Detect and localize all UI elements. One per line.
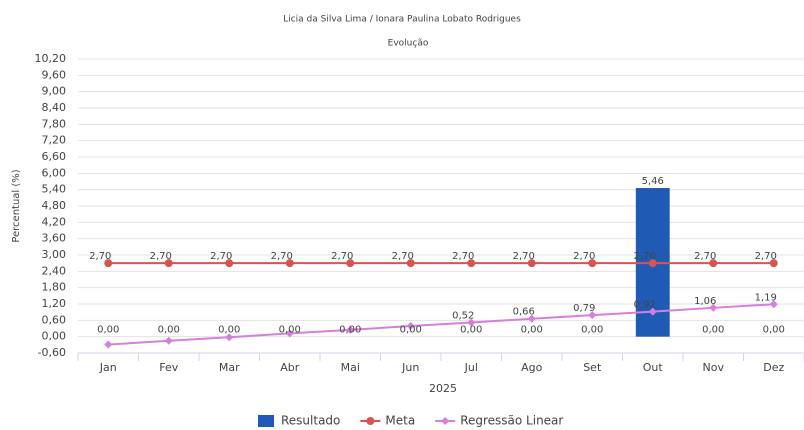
point bbox=[769, 300, 778, 309]
data-label: 0,00 bbox=[521, 325, 543, 336]
point bbox=[588, 259, 597, 268]
point bbox=[285, 329, 294, 338]
y-axis-title: Percentual (%) bbox=[11, 169, 22, 242]
point bbox=[769, 259, 778, 268]
y-tick-label: 6,00 bbox=[42, 166, 67, 179]
point bbox=[406, 322, 415, 331]
x-tick-label: Set bbox=[583, 361, 602, 374]
y-tick-label: -0,60 bbox=[38, 346, 66, 359]
y-tick-label: 7,20 bbox=[42, 134, 67, 147]
y-tick-label: 4,80 bbox=[42, 199, 67, 212]
y-tick-label: 1,20 bbox=[42, 297, 67, 310]
x-tick-label: Jul bbox=[464, 361, 478, 374]
data-label: 0,00 bbox=[279, 325, 301, 336]
x-tick-label: Mai bbox=[341, 361, 360, 374]
y-tick-label: 9,60 bbox=[42, 68, 67, 81]
x-axis-title: 2025 bbox=[429, 382, 457, 395]
data-label: 2,70 bbox=[513, 251, 535, 262]
point bbox=[709, 303, 718, 312]
x-tick-label: Fev bbox=[159, 361, 178, 374]
data-label: 5,46 bbox=[642, 176, 664, 187]
y-tick-label: 0,00 bbox=[42, 330, 67, 343]
point bbox=[225, 259, 234, 268]
x-tick-label: Mar bbox=[219, 361, 240, 374]
series-line bbox=[108, 303, 774, 346]
data-label: 0,00 bbox=[581, 325, 603, 336]
point bbox=[346, 325, 355, 334]
x-tick-label: Jan bbox=[99, 361, 117, 374]
data-label: 0,52 bbox=[452, 311, 474, 322]
data-label: 0,00 bbox=[339, 325, 361, 336]
y-tick-label: 6,60 bbox=[42, 150, 67, 163]
y-tick-label: 4,20 bbox=[42, 215, 67, 228]
legend-label: Meta bbox=[385, 414, 415, 428]
point bbox=[648, 307, 657, 316]
point bbox=[225, 333, 234, 342]
data-label: 0,00 bbox=[218, 325, 240, 336]
data-label: 2,70 bbox=[392, 251, 414, 262]
point bbox=[648, 259, 657, 268]
y-tick-label: 7,80 bbox=[42, 117, 67, 130]
data-label: 0,00 bbox=[702, 325, 724, 336]
point bbox=[709, 259, 718, 268]
data-label: 2,70 bbox=[210, 251, 232, 262]
x-tick-label: Abr bbox=[280, 361, 300, 374]
point bbox=[104, 259, 113, 268]
point bbox=[104, 340, 113, 349]
data-label: 2,70 bbox=[452, 251, 474, 262]
chart-title: Evolução bbox=[388, 39, 429, 49]
y-tick-label: 8,40 bbox=[42, 101, 67, 114]
data-label: 2,70 bbox=[634, 251, 656, 262]
data-label: 0,00 bbox=[763, 325, 785, 336]
legend-label: Regressão Linear bbox=[460, 414, 563, 428]
data-label: 2,70 bbox=[573, 251, 595, 262]
y-tick-label: 3,00 bbox=[42, 248, 67, 261]
legend-swatch bbox=[258, 415, 274, 427]
x-tick-label: Nov bbox=[703, 361, 725, 374]
data-label: 0,79 bbox=[573, 303, 595, 314]
y-tick-label: 10,20 bbox=[35, 52, 67, 65]
chart-subtitle: Licia da Silva Lima / Ionara Paulina Lob… bbox=[283, 15, 521, 25]
point bbox=[588, 311, 597, 320]
y-tick-label: 2,40 bbox=[42, 264, 67, 277]
point bbox=[164, 336, 173, 345]
data-label: 0,00 bbox=[460, 325, 482, 336]
legend-marker bbox=[366, 417, 375, 425]
data-label: 1,06 bbox=[694, 296, 716, 307]
y-tick-label: 0,60 bbox=[42, 313, 67, 326]
data-label: 0,00 bbox=[97, 325, 119, 336]
data-label: 0,00 bbox=[158, 325, 180, 336]
point bbox=[406, 259, 415, 268]
y-tick-label: 5,40 bbox=[42, 183, 67, 196]
data-label: 2,70 bbox=[694, 251, 716, 262]
x-tick-label: Dez bbox=[763, 361, 784, 374]
data-label: 0,92 bbox=[634, 300, 656, 311]
point bbox=[285, 259, 294, 268]
data-label: 2,70 bbox=[331, 251, 353, 262]
legend-label: Resultado bbox=[281, 414, 340, 428]
point bbox=[164, 259, 173, 268]
y-tick-label: 3,60 bbox=[42, 232, 67, 245]
data-label: 0,00 bbox=[400, 325, 422, 336]
legend-marker bbox=[441, 417, 450, 425]
x-tick-label: Ago bbox=[521, 361, 543, 374]
y-tick-label: 1,80 bbox=[42, 281, 67, 294]
data-label: 2,70 bbox=[89, 251, 111, 262]
point bbox=[467, 259, 476, 268]
x-tick-label: Out bbox=[643, 361, 664, 374]
point bbox=[527, 259, 536, 268]
x-tick-label: Jun bbox=[401, 361, 419, 374]
data-label: 2,70 bbox=[150, 251, 172, 262]
point bbox=[346, 259, 355, 268]
y-tick-label: 9,00 bbox=[42, 85, 67, 98]
data-label: 2,70 bbox=[271, 251, 293, 262]
data-label: 2,70 bbox=[755, 251, 777, 262]
point bbox=[527, 314, 536, 323]
point bbox=[467, 318, 476, 327]
data-label: 1,19 bbox=[755, 292, 777, 303]
data-label: 0,66 bbox=[513, 307, 535, 318]
